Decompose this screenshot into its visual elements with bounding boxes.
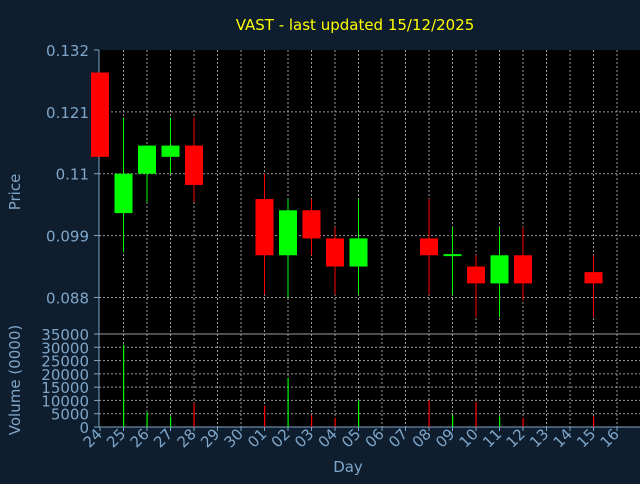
x-axis-ticks: 2425262728293001020304050607080910111213… — [80, 425, 623, 451]
candle-04 — [326, 227, 344, 295]
x-tick-label: 28 — [174, 425, 200, 451]
candles — [91, 72, 603, 318]
volume-bar-12 — [522, 417, 524, 427]
volume-plot-area — [99, 334, 640, 427]
candle-body — [114, 173, 133, 214]
candle-body — [443, 254, 462, 257]
volume-tick-label: 20000 — [41, 366, 89, 384]
volume-bar-05 — [358, 400, 360, 427]
candle-body — [161, 145, 180, 157]
volume-bar-02 — [287, 377, 289, 427]
x-tick-label: 14 — [550, 425, 576, 451]
volume-tick-label: 35000 — [41, 326, 89, 344]
price-tick-label: 0.099 — [46, 228, 89, 246]
candle-15 — [584, 255, 603, 318]
x-tick-label: 05 — [338, 425, 364, 451]
candle-body — [420, 238, 438, 256]
x-tick-label: 12 — [503, 425, 529, 451]
volume-bar-09 — [452, 415, 454, 427]
candle-05 — [349, 199, 368, 295]
chart-title: VAST - last updated 15/12/2025 — [236, 16, 475, 34]
candle-body — [185, 145, 203, 185]
x-tick-label: 01 — [244, 425, 270, 451]
volume-bar-08 — [428, 400, 430, 427]
candle-28 — [185, 117, 203, 202]
volume-bar-26 — [146, 412, 148, 427]
candle-body — [279, 210, 297, 256]
volume-bar-04 — [334, 417, 336, 427]
candle-11 — [490, 227, 509, 318]
volume-y-axis-label: Volume (0000) — [6, 325, 24, 435]
volume-tick-label: 5000 — [51, 406, 89, 424]
candle-03 — [302, 199, 321, 256]
x-tick-label: 02 — [268, 425, 294, 451]
x-tick-label: 04 — [315, 425, 341, 451]
price-axis-ticks: 0.132 0.121 0.11 0.099 0.088 — [46, 42, 640, 427]
x-tick-label: 03 — [291, 425, 317, 451]
candle-24 — [91, 72, 109, 157]
candle-body — [302, 210, 321, 239]
candle-02 — [279, 199, 297, 298]
candle-25 — [114, 117, 133, 253]
candle-10 — [467, 255, 485, 318]
x-tick-label: 29 — [197, 425, 223, 451]
candle-body — [514, 255, 532, 284]
candle-body — [349, 238, 368, 267]
candle-26 — [138, 145, 156, 202]
candle-body — [490, 255, 509, 284]
candle-body — [138, 145, 156, 174]
x-axis-label: Day — [333, 458, 363, 476]
price-tick-label: 0.11 — [56, 166, 89, 184]
price-plot-area — [99, 50, 640, 334]
candle-body — [467, 266, 485, 284]
x-tick-label: 07 — [385, 425, 411, 451]
candle-body — [91, 72, 109, 157]
x-tick-label: 10 — [456, 425, 482, 451]
volume-tick-label: 25000 — [41, 353, 89, 371]
x-tick-label: 13 — [526, 425, 552, 451]
x-tick-label: 06 — [362, 425, 388, 451]
candle-27 — [161, 117, 180, 174]
volume-bar-11 — [499, 416, 501, 427]
volume-bar-25 — [123, 344, 125, 427]
candle-01 — [255, 173, 274, 295]
x-tick-label: 15 — [573, 425, 599, 451]
volume-bar-28 — [193, 403, 195, 427]
volume-bar-27 — [170, 416, 172, 427]
volume-tick-label: 0 — [79, 419, 89, 437]
x-tick-label: 30 — [221, 425, 247, 451]
price-y-axis-label: Price — [6, 174, 24, 211]
volume-bar-10 — [475, 401, 477, 427]
x-tick-label: 08 — [409, 425, 435, 451]
volume-bar-01 — [264, 405, 266, 427]
candle-body — [326, 238, 344, 267]
x-tick-label: 09 — [432, 425, 458, 451]
volume-bar-15 — [593, 416, 595, 427]
x-tick-label: 27 — [150, 425, 176, 451]
x-tick-label: 16 — [597, 425, 623, 451]
volume-tick-label: 15000 — [41, 379, 89, 397]
candle-body — [584, 272, 603, 284]
price-tick-label: 0.088 — [46, 289, 89, 307]
x-tick-label: 11 — [479, 425, 505, 451]
candle-12 — [514, 227, 532, 301]
price-tick-label: 0.132 — [46, 42, 89, 60]
volume-bar-03 — [311, 415, 313, 427]
price-tick-label: 0.121 — [46, 104, 89, 122]
candle-08 — [420, 199, 438, 295]
candle-body — [255, 199, 274, 256]
volume-tick-label: 10000 — [41, 392, 89, 410]
x-tick-label: 26 — [127, 425, 153, 451]
volume-tick-label: 30000 — [41, 339, 89, 357]
candle-09 — [443, 227, 462, 295]
x-tick-label: 25 — [103, 425, 129, 451]
volume-bars — [123, 344, 595, 427]
